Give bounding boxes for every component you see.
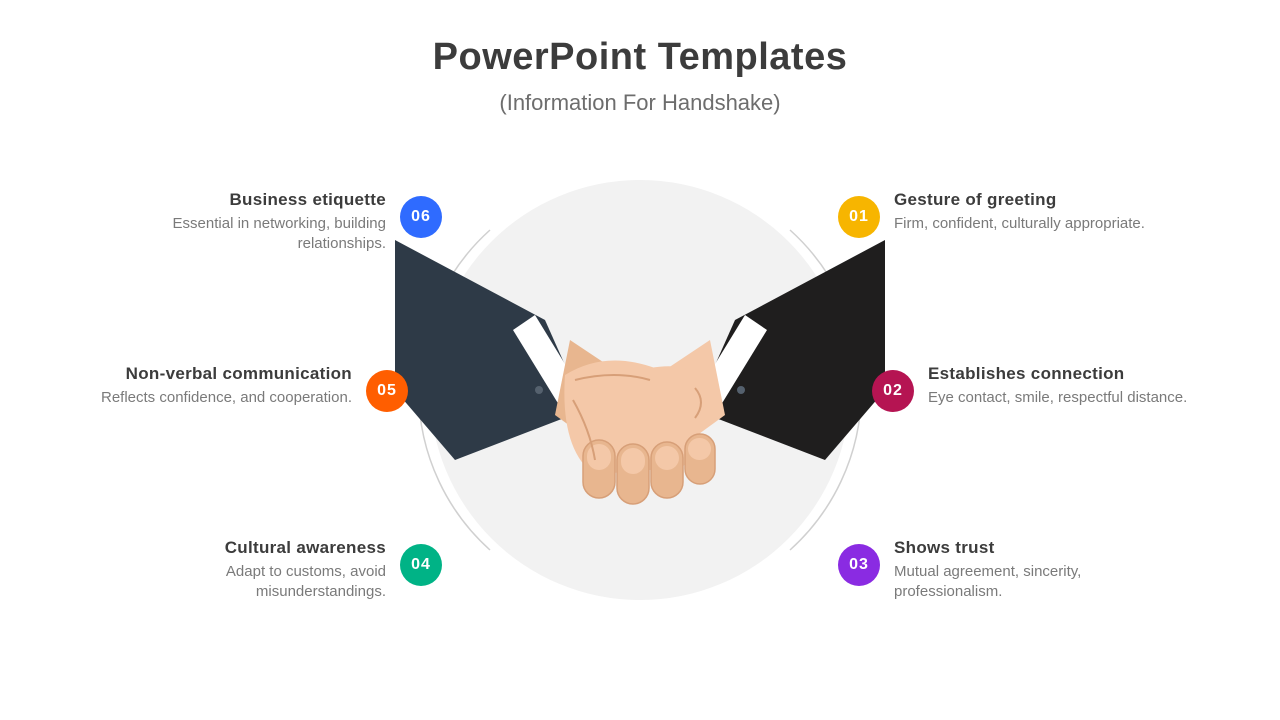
item-desc-03: Mutual agreement, sincerity, professiona… (894, 562, 1174, 603)
item-title-02: Establishes connection (928, 364, 1208, 384)
item-desc-05: Reflects confidence, and cooperation. (72, 388, 352, 408)
item-title-04: Cultural awareness (106, 538, 386, 558)
slide-title: PowerPoint Templates (0, 36, 1280, 79)
item-05: Non-verbal communication Reflects confide… (72, 364, 352, 408)
badge-01: 01 (838, 196, 880, 238)
handshake-icon (395, 230, 885, 530)
item-desc-02: Eye contact, smile, respectful distance. (928, 388, 1208, 408)
slide-subtitle: (Information For Handshake) (0, 90, 1280, 116)
item-03: Shows trust Mutual agreement, sincerity, … (894, 538, 1174, 603)
item-04: Cultural awareness Adapt to customs, avoi… (106, 538, 386, 603)
item-06: Business etiquette Essential in networkin… (106, 190, 386, 255)
item-desc-06: Essential in networking, building relati… (106, 214, 386, 255)
item-desc-04: Adapt to customs, avoid misunderstanding… (106, 562, 386, 603)
item-02: Establishes connection Eye contact, smile… (928, 364, 1208, 408)
slide: PowerPoint Templates (Information For Ha… (0, 0, 1280, 720)
badge-03: 03 (838, 544, 880, 586)
badge-05: 05 (366, 370, 408, 412)
badge-02: 02 (872, 370, 914, 412)
badge-06: 06 (400, 196, 442, 238)
item-01: Gesture of greeting Firm, confident, cult… (894, 190, 1174, 234)
badge-04: 04 (400, 544, 442, 586)
item-title-06: Business etiquette (106, 190, 386, 210)
item-title-03: Shows trust (894, 538, 1174, 558)
item-title-05: Non-verbal communication (72, 364, 352, 384)
item-desc-01: Firm, confident, culturally appropriate. (894, 214, 1174, 234)
item-title-01: Gesture of greeting (894, 190, 1174, 210)
